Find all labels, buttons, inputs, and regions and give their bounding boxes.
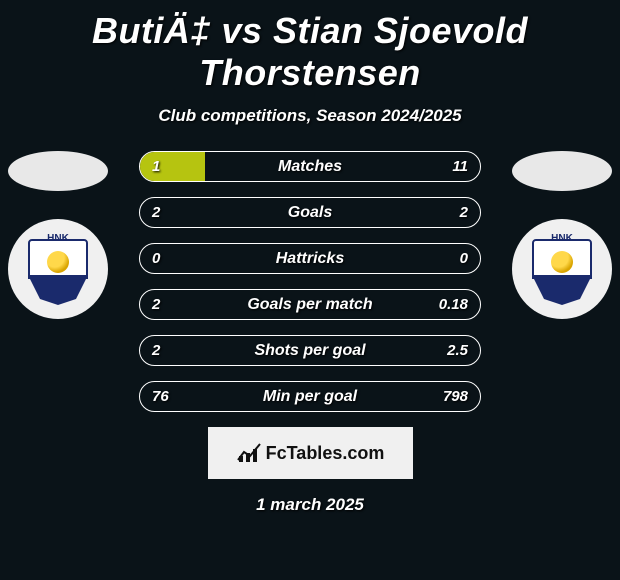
stat-label: Matches xyxy=(140,152,480,181)
page-subtitle: Club competitions, Season 2024/2025 xyxy=(0,106,620,126)
stat-label: Goals xyxy=(140,198,480,227)
stat-row: 76798Min per goal xyxy=(139,381,481,412)
footer-date: 1 march 2025 xyxy=(0,495,620,515)
stat-row: 22.5Shots per goal xyxy=(139,335,481,366)
branding-text: FcTables.com xyxy=(266,443,385,464)
comparison-panel: HNK RIJEKA HNK RIJEKA 111Matches 22Goals 0… xyxy=(0,151,620,515)
right-club-crest: HNK RIJEKA xyxy=(512,219,612,319)
stat-label: Goals per match xyxy=(140,290,480,319)
club-crest-icon: HNK RIJEKA xyxy=(532,233,592,305)
branding-badge: FcTables.com xyxy=(208,427,413,479)
club-crest-icon: HNK RIJEKA xyxy=(28,233,88,305)
stat-label: Shots per goal xyxy=(140,336,480,365)
stat-bars: 111Matches 22Goals 00Hattricks 20.18Goals p… xyxy=(139,151,481,412)
stat-label: Min per goal xyxy=(140,382,480,411)
stat-row: 00Hattricks xyxy=(139,243,481,274)
right-player-photo-placeholder xyxy=(512,151,612,191)
stat-row: 111Matches xyxy=(139,151,481,182)
stat-label: Hattricks xyxy=(140,244,480,273)
right-player-column: HNK RIJEKA xyxy=(512,151,612,319)
stat-row: 20.18Goals per match xyxy=(139,289,481,320)
page-title: ButiÄ‡ vs Stian Sjoevold Thorstensen xyxy=(0,0,620,94)
branding-chart-icon xyxy=(236,442,262,464)
stat-row: 22Goals xyxy=(139,197,481,228)
left-player-column: HNK RIJEKA xyxy=(8,151,108,319)
left-player-photo-placeholder xyxy=(8,151,108,191)
left-club-crest: HNK RIJEKA xyxy=(8,219,108,319)
